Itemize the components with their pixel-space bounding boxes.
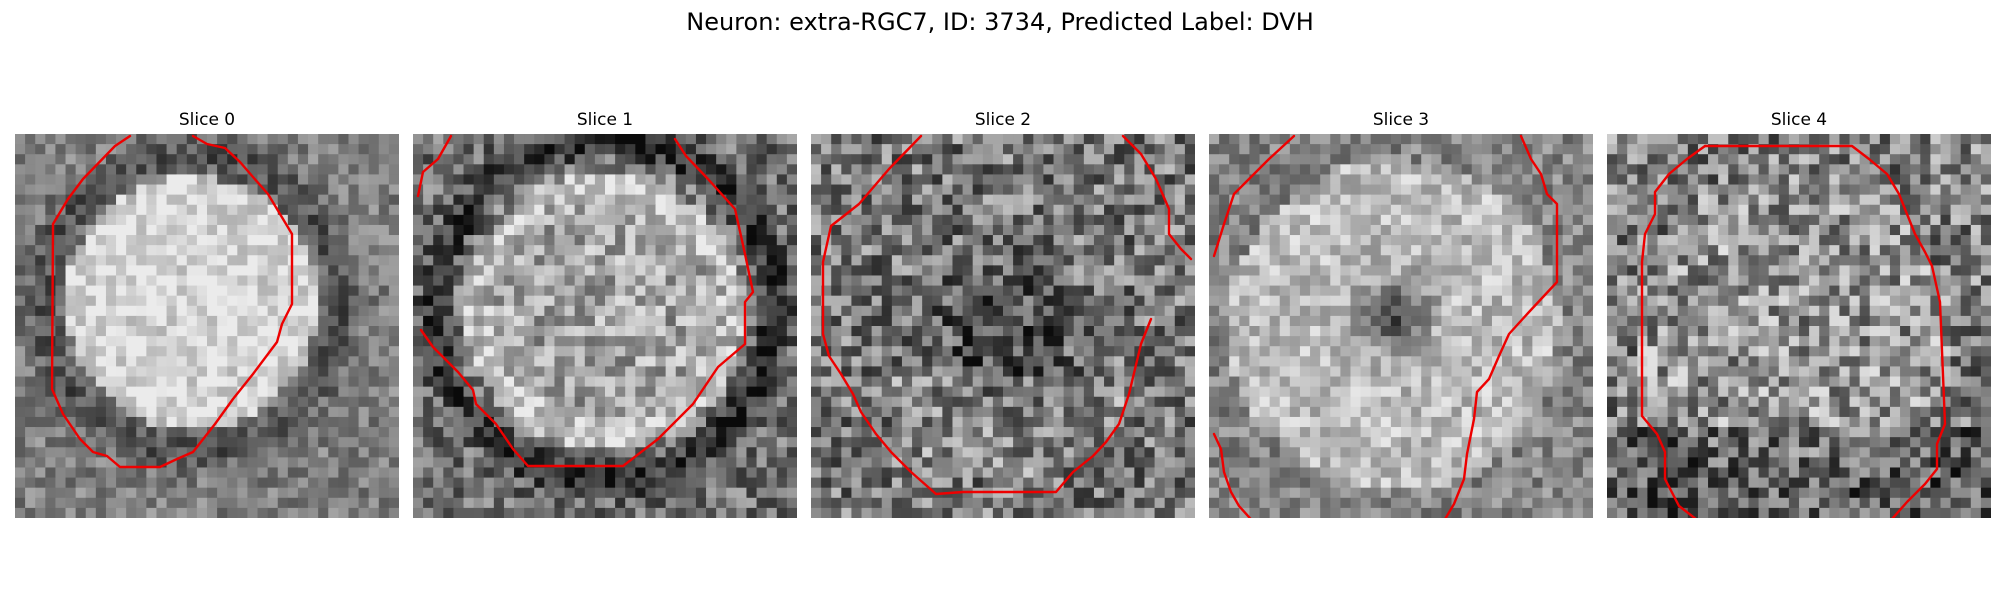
panel-title: Slice 0 (178, 110, 236, 130)
contour-line (50, 134, 294, 469)
panel-title: Slice 1 (576, 110, 634, 130)
slice-image (811, 134, 1195, 518)
pixel-grid (413, 134, 797, 518)
pixel-grid (1607, 134, 1991, 518)
contour-line (1703, 144, 1947, 518)
contour-line (821, 134, 1153, 496)
panel-title: Slice 4 (1770, 110, 1828, 130)
pixel-grid (811, 134, 1195, 518)
contour-line (1640, 144, 1707, 518)
pixel-grid (1209, 134, 1593, 518)
panel-title: Slice 2 (974, 110, 1032, 130)
figure-title: Neuron: extra-RGC7, ID: 3734, Predicted … (686, 8, 1314, 36)
contour-line (1121, 134, 1193, 261)
contour-line (1212, 134, 1296, 258)
contour-line (1212, 432, 1252, 518)
panel-title: Slice 3 (1372, 110, 1430, 130)
contour-line (416, 134, 453, 198)
pixel-grid (15, 134, 399, 518)
contour-line (419, 137, 755, 468)
slice-image (413, 134, 797, 518)
slice-image (1607, 134, 1991, 518)
contour-line (1444, 134, 1559, 518)
slice-image (1209, 134, 1593, 518)
slice-image (15, 134, 399, 518)
